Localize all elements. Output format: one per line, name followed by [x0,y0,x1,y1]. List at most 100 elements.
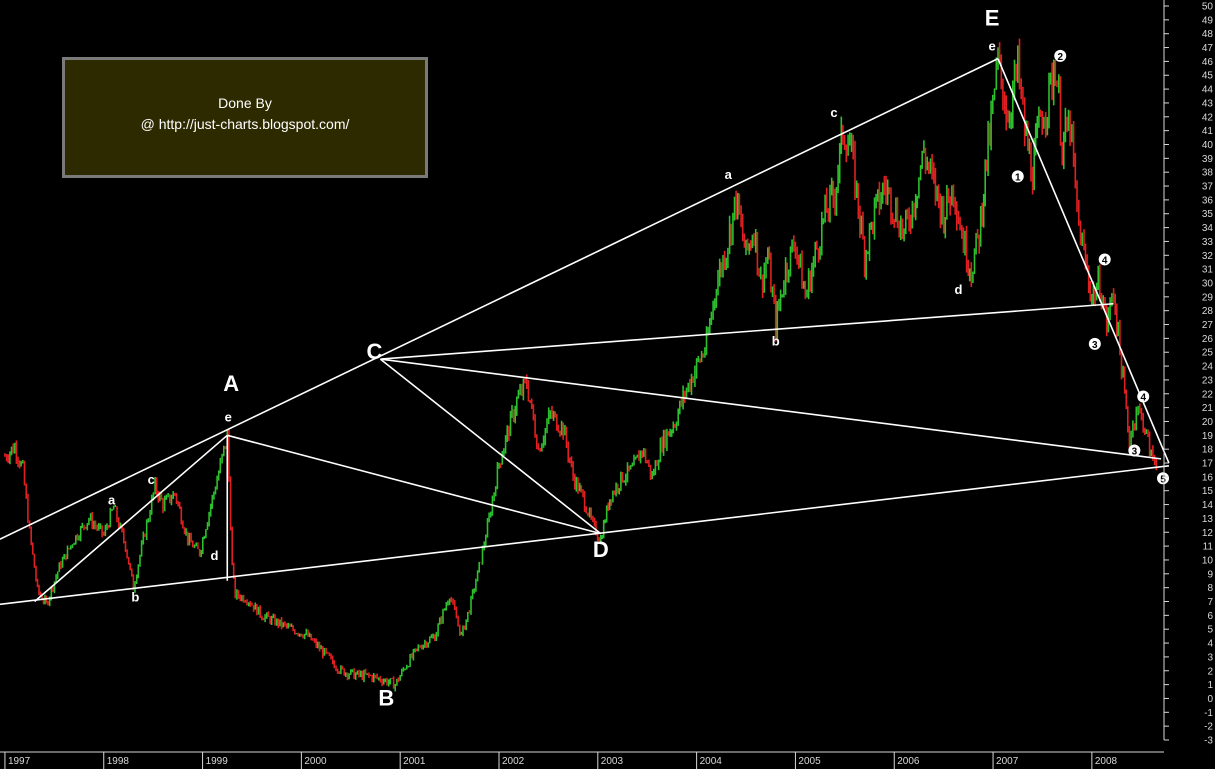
x-tick-label: 2008 [1095,756,1118,767]
y-tick-label: 20 [1202,417,1214,428]
y-tick-label: 0 [1207,694,1213,705]
wave-label-major: E [985,5,1000,30]
y-tick-label: 44 [1202,85,1214,96]
credit-line-1: Done By [218,95,272,111]
y-tick-label: 50 [1202,2,1214,13]
price-bars [4,38,1158,692]
wave-marker-label: 4 [1140,393,1146,404]
y-tick-label: 11 [1203,542,1214,553]
y-tick-label: 30 [1202,278,1214,289]
y-tick-label: 35 [1202,209,1214,220]
y-tick-label: 21 [1202,403,1214,414]
y-tick-label: 37 [1202,182,1214,193]
y-tick-label: 2 [1207,666,1213,677]
trendlines [0,57,1170,606]
y-tick-label: 12 [1202,528,1214,539]
y-tick-label: 47 [1202,43,1214,54]
y-tick-label: -2 [1204,722,1213,733]
wave-marker-label: 4 [1102,255,1108,266]
wave-label-minor: d [954,282,962,297]
y-axis: -3-2-10123456789101112131415161718192021… [1163,0,1214,747]
y-tick-label: 34 [1202,223,1214,234]
y-tick-label: 46 [1202,57,1214,68]
y-tick-label: 49 [1202,15,1214,26]
wave-label-minor: e [988,38,995,53]
wave-label-major: A [223,371,239,396]
x-tick-label: 1998 [107,756,130,767]
y-tick-label: 24 [1202,362,1214,373]
trendline [379,358,602,535]
trendline [380,302,1114,360]
wave-marker-label: 3 [1092,340,1098,351]
y-tick-label: 29 [1202,292,1214,303]
wave-marker-label: 5 [1160,474,1166,485]
y-tick-label: 26 [1202,334,1214,345]
x-tick-label: 2003 [601,756,624,767]
wave-label-major: C [367,339,383,364]
x-tick-label: 2005 [798,756,821,767]
x-tick-label: 1999 [206,756,229,767]
y-tick-label: 38 [1202,168,1214,179]
trendline [34,434,228,603]
credit-line-2: @ http://just-charts.blogspot.com/ [140,116,350,132]
wave-marker-label: 3 [1132,447,1138,458]
y-tick-label: -1 [1204,708,1213,719]
wave-label-major: B [378,685,394,710]
wave-marker-circle [1128,444,1141,457]
y-tick-label: 28 [1202,306,1214,317]
wave-label-minor: a [108,493,116,508]
y-tick-label: 13 [1202,514,1214,525]
x-tick-label: 2001 [403,756,426,767]
wave-marker-circle [1011,170,1024,183]
trendline [0,464,1170,606]
y-tick-label: 40 [1202,140,1214,151]
wave-marker-circle [1054,49,1067,62]
y-tick-label: 9 [1207,569,1213,580]
wave-marker-label: 2 [1057,52,1063,63]
wave-label-minor: a [725,167,733,182]
y-tick-label: 27 [1202,320,1214,331]
y-tick-label: 1 [1207,680,1213,691]
x-tick-label: 2002 [502,756,525,767]
y-tick-label: 3 [1207,652,1213,663]
x-tick-label: 2000 [304,756,327,767]
wave-marker-label: 1 [1015,172,1021,183]
wave-label-major: D [593,537,609,562]
y-tick-label: 15 [1202,486,1214,497]
x-tick-label: 2004 [700,756,723,767]
wave-label-minor: e [225,409,232,424]
x-tick-label: 2007 [996,756,1019,767]
wave-label-minor: b [772,333,780,348]
y-tick-label: 36 [1202,195,1214,206]
y-tick-label: 14 [1202,500,1214,511]
y-tick-label: 8 [1207,583,1213,594]
y-tick-label: 16 [1202,472,1214,483]
x-axis: 1997 1998 1999 2000 2001 2002 2003 2004 2005 2006… [0,751,1164,769]
credit-box: Done By @ http://just-charts.blogspot.co… [62,57,428,178]
wave-label-minor: d [210,548,218,563]
y-tick-label: 43 [1202,98,1214,109]
y-tick-label: 7 [1207,597,1213,608]
x-tick-label: 1997 [8,756,31,767]
y-tick-label: 23 [1202,375,1214,386]
y-tick-label: -3 [1204,736,1213,747]
y-tick-label: 48 [1202,29,1214,40]
y-tick-label: 6 [1207,611,1213,622]
wave-marker-circle [1137,390,1150,403]
y-tick-label: 10 [1202,555,1214,566]
trendline [380,358,1162,460]
wave-labels: A B C D Ea b c d e a b c d e [108,5,999,710]
y-tick-label: 5 [1207,625,1213,636]
y-tick-label: 41 [1202,126,1214,137]
wave-label-minor: c [830,105,837,120]
wave-marker-circle [1088,337,1101,350]
wave-markers: 1 2 3 4 4 3 5 [1011,49,1170,485]
wave-marker-circle [1098,253,1111,266]
trendline [227,434,601,535]
y-tick-label: 33 [1202,237,1214,248]
y-tick-label: 4 [1207,639,1213,650]
y-tick-label: 22 [1202,389,1214,400]
y-tick-label: 39 [1202,154,1214,165]
x-tick-label: 2006 [897,756,920,767]
